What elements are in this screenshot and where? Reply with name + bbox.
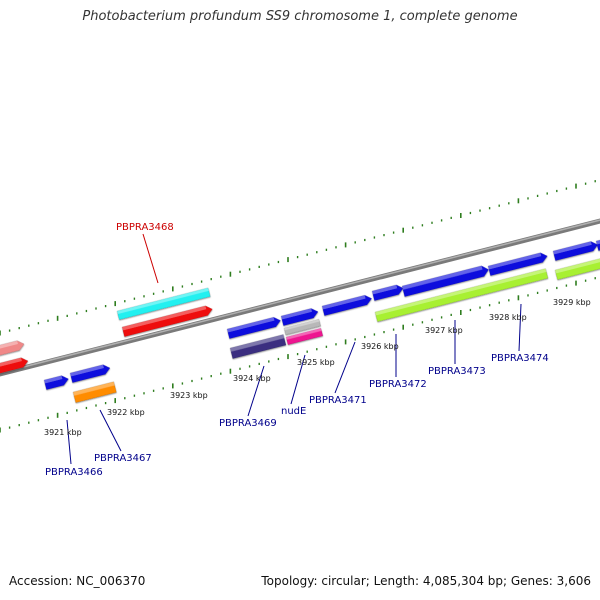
feature-cyan-pbpra3468[interactable] — [116, 287, 211, 321]
feature-lime-long[interactable] — [374, 268, 549, 322]
scale-label: 3924 kbp — [233, 374, 271, 383]
feature-lime-right[interactable] — [554, 256, 600, 280]
scale-label: 3921 kbp — [44, 428, 82, 437]
gene-label[interactable]: PBPRA3468 — [116, 222, 174, 233]
feature-blue-pbpra3474[interactable] — [487, 251, 549, 276]
chromosome-backbone — [0, 218, 600, 377]
tick-track-upper — [0, 180, 596, 336]
feature-blue-right-a[interactable] — [552, 240, 599, 261]
label-leaders — [66, 233, 522, 465]
feature-blue-small[interactable] — [43, 374, 70, 390]
feature-blue-pbpra3466[interactable] — [69, 363, 111, 383]
scale-label: 3922 kbp — [107, 408, 145, 417]
leader-line — [142, 233, 159, 284]
feature-navy-pbpra3469[interactable] — [229, 334, 287, 359]
feature-blue-pbpra3471[interactable] — [321, 294, 373, 316]
gene-label[interactable]: PBPRA3466 — [45, 467, 103, 478]
gene-label[interactable]: PBPRA3472 — [369, 379, 427, 390]
scale-label: 3929 kbp — [553, 298, 591, 307]
feature-blue-pbpra3473[interactable] — [401, 264, 490, 297]
leader-line — [99, 409, 122, 452]
gene-label[interactable]: PBPRA3474 — [491, 353, 549, 364]
leader-line — [334, 341, 356, 394]
scale-label: 3928 kbp — [489, 313, 527, 322]
gene-label[interactable]: nudE — [281, 406, 306, 417]
feature-blue-pbpra3472[interactable] — [371, 283, 405, 301]
feature-blue-right-b[interactable] — [595, 236, 600, 251]
feature-layer — [0, 236, 600, 403]
backbone-line — [0, 218, 600, 377]
label-layer: 3921 kbp 3922 kbp 3923 kbp 3924 kbp 3925 kbp… — [44, 222, 591, 478]
feature-salmon-partial[interactable] — [0, 339, 25, 358]
feature-red-partial[interactable] — [0, 356, 29, 376]
scale-label: 3923 kbp — [170, 391, 208, 400]
feature-orange-pbpra3467[interactable] — [72, 381, 117, 403]
scale-label: 3927 kbp — [425, 326, 463, 335]
leader-line — [518, 303, 522, 352]
leader-line — [290, 354, 306, 405]
feature-blue-nudE[interactable] — [280, 307, 319, 326]
backbone-highlight — [0, 219, 600, 374]
feature-pink-nudE[interactable] — [285, 327, 324, 346]
scale-label: 3926 kbp — [361, 342, 399, 351]
gene-label[interactable]: PBPRA3469 — [219, 418, 277, 429]
gene-label[interactable]: PBPRA3473 — [428, 366, 486, 377]
tick-track-lower — [0, 277, 596, 433]
accession-text: Accession: NC_006370 — [9, 574, 146, 588]
feature-blue-pbpra3469[interactable] — [226, 316, 282, 339]
gene-label[interactable]: PBPRA3471 — [309, 395, 367, 406]
gene-label[interactable]: PBPRA3467 — [94, 453, 152, 464]
leader-line — [66, 419, 72, 465]
feature-red-block[interactable] — [121, 304, 214, 337]
feature-grey-nudE[interactable] — [283, 318, 321, 336]
topology-text: Topology: circular; Length: 4,085,304 bp… — [261, 574, 591, 588]
map-title: Photobacterium profundum SS9 chromosome … — [82, 9, 518, 24]
scale-label: 3925 kbp — [297, 358, 335, 367]
leader-line — [247, 365, 265, 417]
